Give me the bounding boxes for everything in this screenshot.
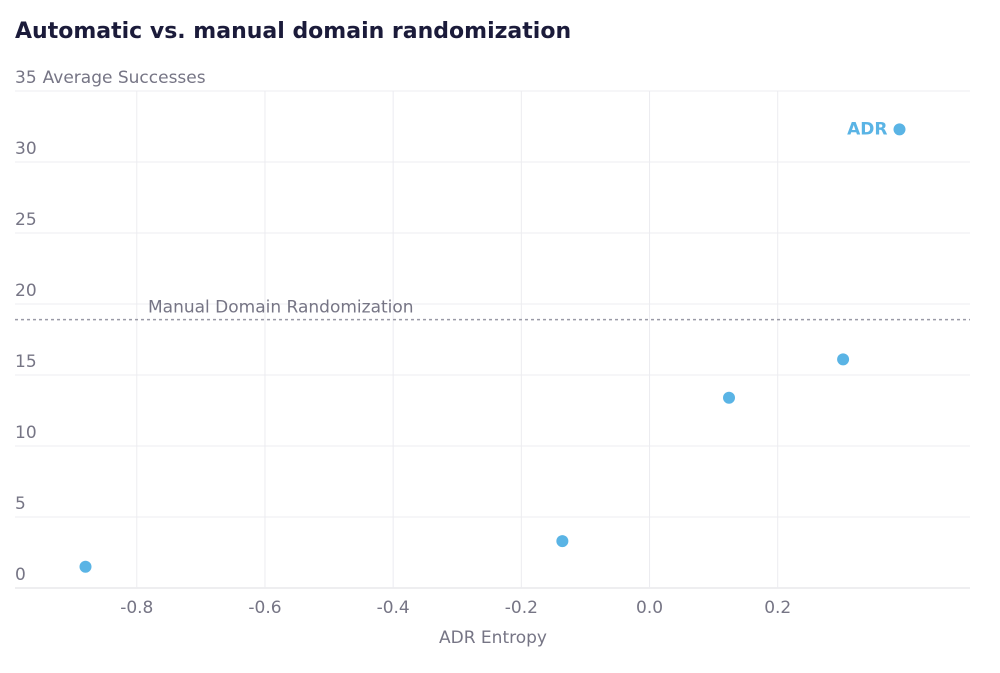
x-tick-label: -0.8 (120, 598, 153, 618)
y-tick-label: 25 (15, 210, 37, 230)
y-tick-label: 20 (15, 281, 37, 301)
point (556, 535, 569, 548)
y-tick-label: 30 (15, 139, 37, 159)
x-tick-label: -0.6 (248, 598, 281, 618)
x-tick-label: 0.0 (636, 598, 663, 618)
point-annotation: ADR (847, 119, 887, 139)
y-tick-label: 5 (15, 494, 26, 514)
point (79, 560, 92, 573)
x-axis-title: ADR Entropy (439, 628, 547, 648)
chart-title: Automatic vs. manual domain randomizatio… (15, 19, 571, 44)
y-tick-label: 35 (15, 68, 37, 88)
x-tick-label: 0.2 (764, 598, 791, 618)
point (723, 391, 736, 404)
point (893, 123, 906, 136)
reference-label: Manual Domain Randomization (148, 298, 414, 318)
point (837, 353, 850, 366)
y-tick-label: 15 (15, 352, 37, 372)
y-axis-title: Average Successes (43, 68, 206, 88)
y-tick-label: 0 (15, 565, 26, 585)
y-tick-label: 10 (15, 423, 37, 443)
x-tick-label: -0.2 (505, 598, 538, 618)
x-tick-label: -0.4 (377, 598, 410, 618)
